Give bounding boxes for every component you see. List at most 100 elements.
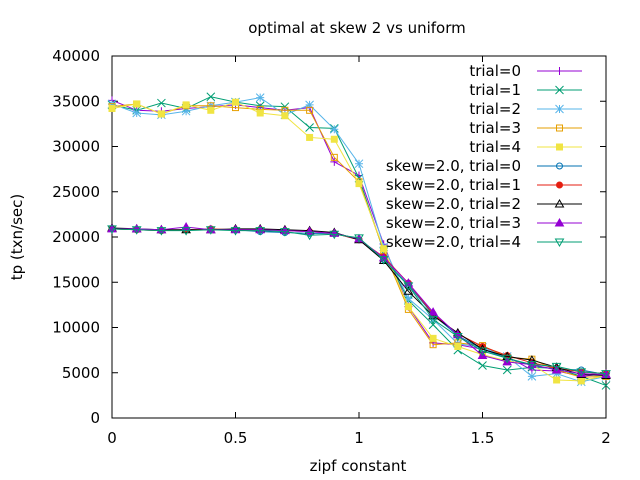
- data-point: [304, 226, 315, 236]
- data-point: [156, 227, 167, 236]
- data-point: [428, 307, 438, 316]
- data-point: [555, 67, 564, 75]
- data-point: [354, 159, 364, 169]
- data-point: [403, 286, 414, 295]
- data-point: [355, 180, 363, 188]
- data-point: [502, 365, 512, 375]
- legend-entry: trial=2: [469, 100, 582, 118]
- data-point: [556, 162, 563, 170]
- y-tick-label: 25000: [52, 183, 100, 201]
- data-point: [256, 109, 264, 117]
- legend-entry: skew=2.0, trial=4: [386, 233, 582, 251]
- data-point: [131, 226, 142, 235]
- data-point: [330, 135, 338, 143]
- data-point: [452, 333, 463, 342]
- data-point: [553, 376, 561, 384]
- data-point: [576, 368, 587, 377]
- legend-label: skew=2.0, trial=2: [386, 195, 521, 213]
- y-axis-label: tp (txn/sec): [8, 194, 26, 280]
- data-point: [556, 181, 563, 189]
- legend-entry: skew=2.0, trial=1: [386, 176, 582, 194]
- legend-entry: skew=2.0, trial=3: [386, 214, 582, 232]
- data-point: [330, 153, 338, 161]
- data-point: [205, 226, 216, 235]
- data-point: [601, 370, 611, 379]
- data-point: [554, 238, 565, 248]
- legend-label: skew=2.0, trial=4: [386, 233, 521, 251]
- data-point: [429, 334, 437, 342]
- legend-entry: trial=4: [469, 138, 582, 156]
- data-point: [182, 101, 190, 109]
- chart-title: optimal at skew 2 vs uniform: [248, 19, 466, 37]
- legend-entry: trial=1: [469, 81, 582, 99]
- legend-label: skew=2.0, trial=0: [386, 157, 521, 175]
- data-point: [305, 100, 314, 110]
- series-9: [107, 225, 611, 379]
- x-tick-label: 1: [354, 429, 364, 447]
- y-axis: 0 5000 10000 15000 20000 25000 30000 35000 40000: [52, 47, 606, 427]
- legend-label: trial=2: [469, 100, 521, 118]
- series-line: [111, 227, 607, 376]
- data-point: [157, 98, 166, 108]
- x-tick-label: 1.5: [471, 429, 495, 447]
- data-point: [404, 303, 412, 311]
- data-point: [181, 227, 191, 236]
- y-tick-label: 30000: [52, 138, 100, 156]
- y-tick-label: 0: [90, 409, 100, 427]
- data-point: [380, 245, 388, 253]
- legend-entry: trial=3: [469, 119, 582, 137]
- data-point: [527, 372, 537, 381]
- data-point: [305, 123, 314, 132]
- y-tick-label: 5000: [62, 364, 100, 382]
- data-point: [404, 294, 413, 303]
- data-point: [555, 104, 564, 114]
- data-point: [551, 362, 562, 372]
- data-point: [502, 354, 513, 364]
- series-line: [111, 228, 607, 375]
- x-axis-label: zipf constant: [310, 457, 407, 475]
- data-point: [107, 225, 117, 234]
- series-line: [111, 228, 607, 376]
- data-point: [428, 315, 438, 325]
- data-point: [280, 228, 290, 237]
- data-point: [329, 230, 340, 240]
- data-point: [304, 231, 315, 241]
- data-point: [255, 93, 265, 102]
- legend-entry: trial=0: [469, 62, 582, 80]
- legend-entry: skew=2.0, trial=0: [386, 157, 582, 175]
- data-point: [477, 347, 488, 357]
- legend-label: trial=0: [469, 62, 521, 80]
- data-point: [577, 377, 585, 385]
- data-point: [306, 106, 314, 114]
- x-tick-label: 2: [601, 429, 611, 447]
- data-point: [354, 234, 364, 243]
- data-point: [330, 157, 339, 166]
- data-point: [478, 361, 487, 370]
- legend-label: skew=2.0, trial=3: [386, 214, 521, 232]
- data-point: [232, 98, 239, 106]
- data-point: [132, 108, 142, 118]
- legend-entry: skew=2.0, trial=2: [386, 195, 582, 213]
- data-point: [556, 124, 563, 132]
- series-5: [108, 225, 610, 379]
- data-point: [133, 100, 141, 108]
- x-tick-label: 0.5: [224, 429, 248, 447]
- data-point: [157, 110, 165, 118]
- y-tick-label: 40000: [52, 47, 100, 65]
- data-point: [454, 343, 462, 351]
- data-point: [108, 104, 116, 112]
- data-point: [556, 143, 563, 151]
- data-point: [601, 381, 611, 390]
- data-point: [181, 106, 191, 116]
- y-tick-label: 20000: [52, 228, 100, 246]
- series-6: [108, 225, 610, 378]
- legend-label: trial=3: [469, 119, 521, 137]
- data-point: [230, 227, 241, 236]
- legend-label: trial=4: [469, 138, 521, 156]
- x-tick-label: 0: [107, 429, 117, 447]
- series-7: [107, 222, 611, 379]
- data-point: [378, 256, 389, 265]
- series-line: [111, 228, 607, 375]
- data-point: [181, 222, 191, 231]
- y-tick-label: 10000: [52, 319, 100, 337]
